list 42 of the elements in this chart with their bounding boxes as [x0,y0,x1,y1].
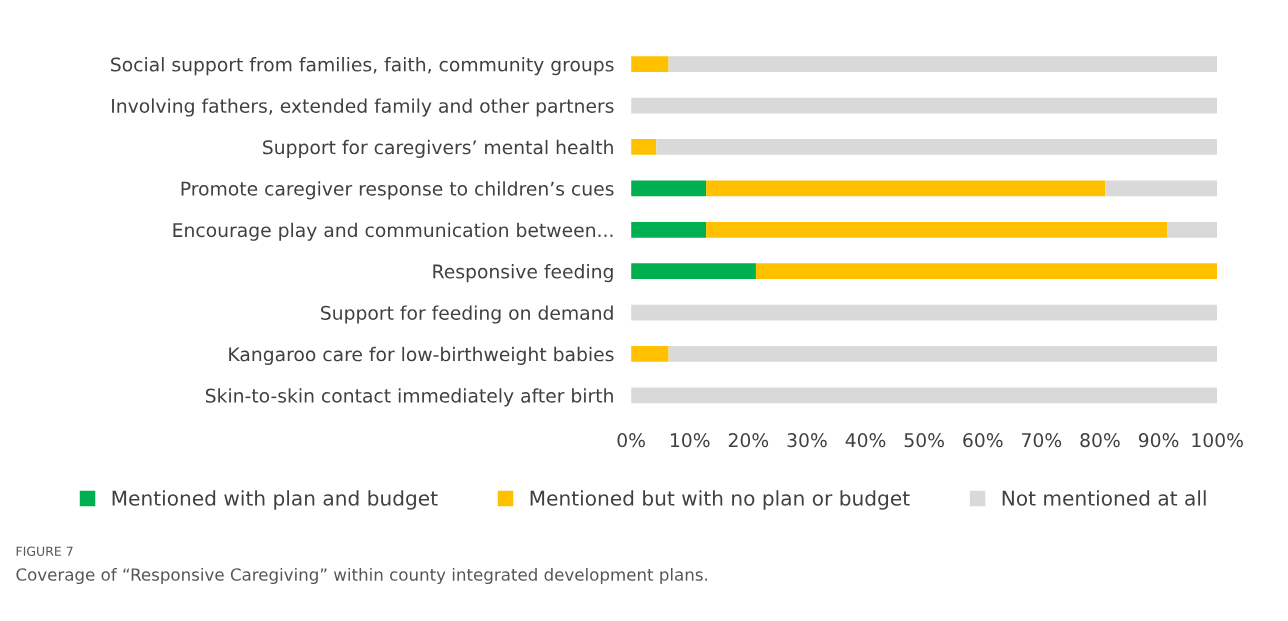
bar [755,263,1218,280]
x-tick-label: 100% [1192,433,1243,448]
y-tick-label: Involving fathers, extended family and other partners [112,98,614,117]
y-tick-label: Support for feeding on demand [321,305,613,324]
caption: FIGURE 7 [16,546,73,556]
bar [631,387,1218,404]
bar [631,180,707,197]
bar [668,56,1218,73]
bar [631,346,669,362]
bar [656,139,1218,155]
bar [1105,180,1218,197]
x-tick-label: 20% [728,433,769,448]
x-tick-label: 10% [670,433,710,448]
x-tick-label: 90% [1138,433,1179,448]
x-tick-label: 70% [1022,433,1062,448]
x-tick-label: 50% [904,433,944,448]
bar [631,97,1218,114]
text: Coverage of “Responsive Caregiving” within county integrated development plans. [16,567,708,585]
y-tick-label: Encourage play and communication between... [173,222,613,241]
y-tick-label: Support for caregivers’ mental health [263,139,613,158]
bar [631,263,756,280]
x-tick-label: 60% [963,433,1003,448]
x-tick-label: 30% [787,433,827,448]
x-tick-label: 80% [1080,433,1120,448]
legend-label: Mentioned with plan and budget [112,490,438,510]
bar [668,346,1218,362]
x-tick-label: 40% [845,433,886,448]
bar [631,304,1218,321]
y-tick-label: Kangaroo care for low-birthweight babies [229,346,614,365]
legend-label: Mentioned but with no plan or budget [530,490,910,510]
bar [706,221,1168,238]
bar [631,139,657,155]
bar [1167,221,1218,238]
y-tick-label: Skin-to-skin contact immediately after birth [205,388,613,407]
x-tick-label: 0% [617,433,645,448]
y-tick-label: Social support from families, faith, community groups [111,57,614,76]
bar [706,180,1106,197]
legend-label: Not mentioned at all [1002,490,1206,506]
y-tick-label: Promote caregiver response to children’s cues [181,181,614,200]
bar [631,56,669,73]
bar [631,221,707,238]
y-tick-label: Responsive feeding [433,264,613,283]
